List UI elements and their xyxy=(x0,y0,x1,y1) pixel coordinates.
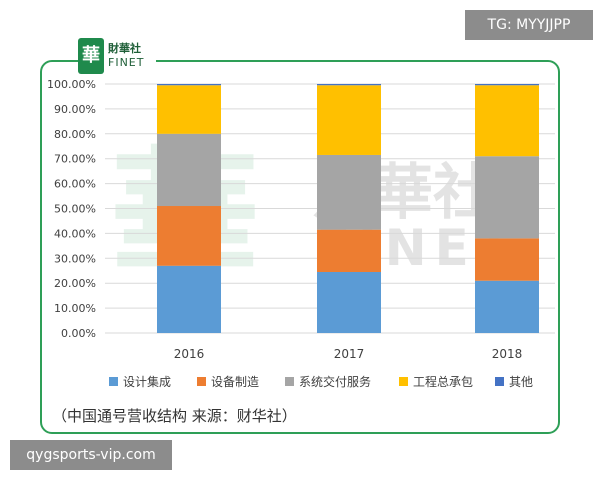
legend-swatch xyxy=(109,377,118,386)
y-tick-label: 20.00% xyxy=(54,277,96,290)
bar-segment xyxy=(157,133,221,207)
legend-swatch xyxy=(285,377,294,386)
y-tick-label: 90.00% xyxy=(54,103,96,116)
logo-icon: 華 xyxy=(78,38,104,74)
logo-text-cn: 財華社 xyxy=(108,42,141,55)
bar-segment xyxy=(475,156,539,239)
y-tick-label: 10.00% xyxy=(54,302,96,315)
bar-segment xyxy=(475,280,539,333)
legend-swatch xyxy=(197,377,206,386)
y-tick-label: 60.00% xyxy=(54,178,96,191)
bar-segment xyxy=(317,85,381,155)
y-tick-label: 80.00% xyxy=(54,128,96,141)
y-tick-label: 50.00% xyxy=(54,203,96,216)
legend-label: 工程总承包 xyxy=(413,374,473,389)
legend-swatch xyxy=(495,377,504,386)
y-tick-label: 0.00% xyxy=(61,327,96,340)
x-tick-label: 2018 xyxy=(492,347,523,361)
legend-label: 系统交付服务 xyxy=(299,374,371,389)
bar-segment xyxy=(317,229,381,272)
tag-badge: TG: MYYJJPP xyxy=(465,10,593,40)
bar-segment xyxy=(317,154,381,230)
x-axis-ticks: 2016 2017 2018 xyxy=(174,347,523,361)
bar-segment xyxy=(475,85,539,157)
x-tick-label: 2016 xyxy=(174,347,205,361)
y-axis-ticks: 0.00% 10.00% 20.00% 30.00% 40.00% 50.00% 60.00… xyxy=(47,78,96,340)
legend-swatch xyxy=(399,377,408,386)
y-tick-label: 100.00% xyxy=(47,78,96,91)
legend-label: 设计集成 xyxy=(123,374,171,389)
bar-segment xyxy=(157,85,221,134)
source-caption: （中国通号营收结构 来源：财华社） xyxy=(52,407,297,425)
bar-segment xyxy=(317,271,381,333)
bar-segment xyxy=(157,206,221,266)
legend: 设计集成 设备制造 系统交付服务 工程总承包 其他 xyxy=(109,374,533,389)
legend-label: 设备制造 xyxy=(211,375,259,389)
url-badge: qygsports-vip.com xyxy=(10,440,172,470)
y-tick-label: 40.00% xyxy=(54,227,96,240)
bar-segment xyxy=(317,84,381,86)
chart-frame xyxy=(40,60,560,434)
bar-segment xyxy=(157,84,221,86)
bar-segment xyxy=(157,265,221,333)
bar-segment xyxy=(475,84,539,86)
bar-segment xyxy=(475,238,539,281)
y-tick-label: 30.00% xyxy=(54,252,96,265)
y-tick-label: 70.00% xyxy=(54,153,96,166)
finet-logo: 華 財華社 FINET xyxy=(78,36,156,76)
legend-label: 其他 xyxy=(509,375,533,389)
logo-text-en: FINET xyxy=(108,56,145,69)
bars xyxy=(157,84,539,333)
x-tick-label: 2017 xyxy=(334,347,365,361)
